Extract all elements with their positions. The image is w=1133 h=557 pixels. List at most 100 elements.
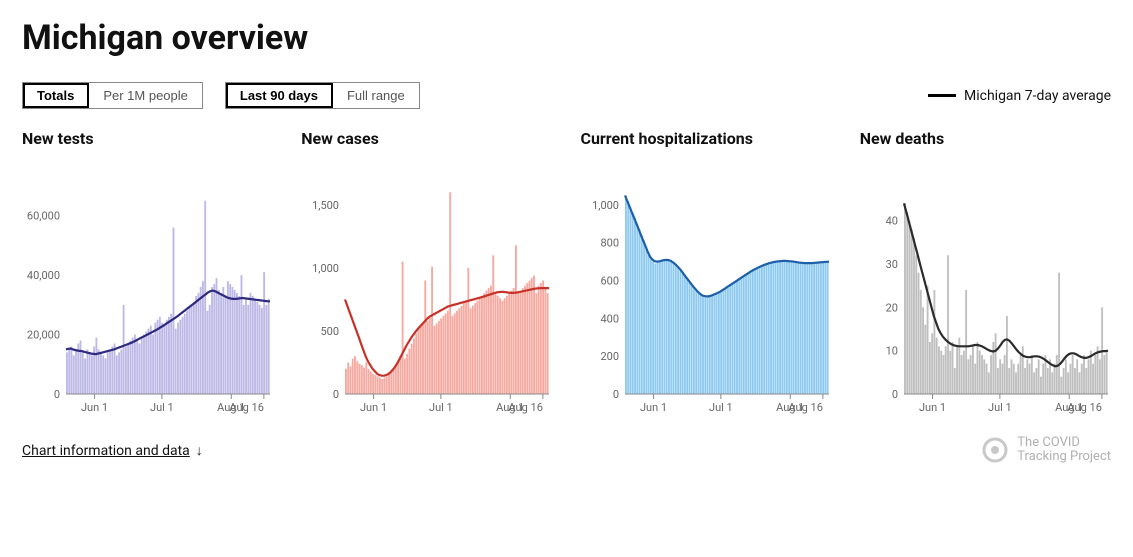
bar: [994, 333, 996, 394]
bar: [238, 296, 240, 394]
bar: [974, 364, 976, 394]
chart-svg: 010203040Jun 1Jul 1Aug 1Aug 16: [860, 158, 1110, 418]
bar: [116, 355, 118, 394]
bar: [693, 288, 695, 394]
bar: [361, 365, 363, 394]
bar: [634, 218, 636, 394]
bar: [1001, 364, 1003, 394]
bar: [1042, 364, 1044, 394]
chart-title: Current hospitalizations: [581, 129, 832, 148]
bar: [141, 338, 143, 394]
metric-toggle-option[interactable]: Totals: [23, 83, 89, 108]
bar: [824, 262, 826, 394]
bar: [409, 349, 411, 394]
bar: [411, 344, 413, 394]
bar: [776, 261, 778, 394]
bar: [350, 366, 352, 394]
bar: [173, 228, 175, 394]
bar: [661, 261, 663, 394]
bar: [145, 332, 147, 394]
bar: [524, 286, 526, 394]
bar: [819, 262, 821, 394]
bar: [372, 374, 374, 394]
bar: [499, 298, 501, 394]
bar: [686, 280, 688, 394]
x-tick-label: Jun 1: [919, 401, 946, 414]
bar: [1087, 359, 1089, 394]
bar: [184, 314, 186, 394]
bar: [815, 263, 817, 394]
chart-svg: 05001,0001,500Jun 1Jul 1Aug 1Aug 16: [301, 158, 551, 418]
range-toggle-option[interactable]: Last 90 days: [226, 83, 333, 108]
chart-title: New cases: [301, 129, 552, 148]
bar: [715, 293, 717, 394]
bar: [1010, 359, 1012, 394]
x-tick-label: Jun 1: [360, 401, 387, 414]
bar: [754, 268, 756, 394]
bar: [745, 274, 747, 394]
bar: [511, 291, 513, 394]
bar: [1019, 355, 1021, 394]
bar: [770, 262, 772, 394]
bar: [211, 287, 213, 394]
chart-svg: 020,00040,00060,000Jun 1Jul 1Aug 1Aug 16: [22, 158, 272, 418]
bar: [652, 262, 654, 394]
bar: [945, 346, 947, 394]
charts-row: New tests020,00040,00060,000Jun 1Jul 1Au…: [22, 129, 1111, 418]
bar: [440, 318, 442, 394]
chart-panel-deaths: New deaths010203040Jun 1Jul 1Aug 1Aug 16: [860, 129, 1111, 418]
bar: [114, 343, 116, 394]
bar: [933, 290, 935, 394]
metric-toggle-option[interactable]: Per 1M people: [89, 83, 202, 108]
range-toggle-group: Last 90 daysFull range: [225, 82, 420, 109]
bar: [797, 262, 799, 394]
bar: [481, 296, 483, 394]
y-tick-label: 1,000: [312, 262, 339, 275]
bar: [102, 355, 104, 394]
bar: [785, 260, 787, 394]
chart-info-link[interactable]: Chart information and data↓: [22, 442, 203, 459]
bar: [438, 321, 440, 394]
bar: [204, 201, 206, 394]
bar: [100, 352, 102, 394]
bar: [988, 372, 990, 394]
bar: [420, 325, 422, 394]
bar: [502, 301, 504, 394]
bar: [393, 369, 395, 394]
bar: [645, 247, 647, 394]
bar: [915, 255, 917, 394]
y-tick-label: 20,000: [27, 329, 60, 342]
bar: [774, 261, 776, 394]
bar: [920, 290, 922, 394]
bar: [688, 282, 690, 394]
bar: [220, 293, 222, 394]
bar: [508, 293, 510, 394]
bar: [243, 305, 245, 394]
bar: [236, 293, 238, 394]
bar: [207, 311, 209, 394]
bar: [804, 263, 806, 394]
bar: [904, 203, 906, 394]
bar: [1099, 359, 1101, 394]
page-title: Michigan overview: [22, 18, 1111, 58]
x-tick-label: Jul 1: [709, 401, 733, 414]
x-tick-label: Jul 1: [150, 401, 174, 414]
range-toggle-option[interactable]: Full range: [333, 83, 419, 108]
bar: [976, 342, 978, 394]
bar: [504, 298, 506, 394]
bar: [402, 262, 404, 394]
bar: [179, 320, 181, 394]
bar: [486, 291, 488, 394]
bar: [125, 346, 127, 394]
y-tick-label: 0: [54, 388, 60, 401]
bar: [999, 359, 1001, 394]
bar: [166, 320, 168, 394]
bar: [493, 255, 495, 394]
bar: [527, 283, 529, 394]
bar: [536, 293, 538, 394]
bar: [1047, 368, 1049, 394]
bar: [922, 307, 924, 394]
bar: [1035, 368, 1037, 394]
bar: [1085, 368, 1087, 394]
y-tick-label: 0: [333, 388, 339, 401]
